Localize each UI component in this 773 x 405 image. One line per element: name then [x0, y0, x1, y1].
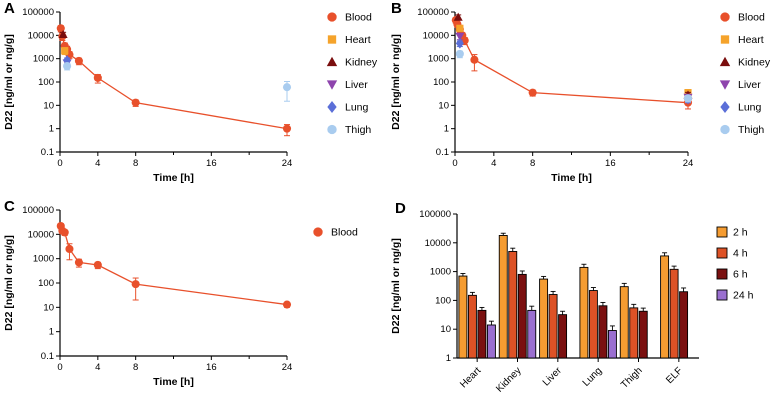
svg-text:24: 24 — [282, 158, 293, 169]
svg-text:10: 10 — [43, 100, 54, 111]
svg-text:D22 [ng/ml or ng/g]: D22 [ng/ml or ng/g] — [390, 34, 402, 130]
svg-text:Blood: Blood — [331, 227, 358, 239]
svg-text:Heart: Heart — [345, 34, 371, 46]
svg-text:D22 [ng/ml or ng/g]: D22 [ng/ml or ng/g] — [390, 238, 402, 334]
svg-text:Blood: Blood — [738, 12, 765, 24]
svg-text:1: 1 — [444, 124, 449, 135]
panel-b-label: B — [391, 0, 402, 17]
panel-c-label: C — [4, 198, 15, 215]
svg-text:1000: 1000 — [33, 254, 54, 265]
svg-text:Blood: Blood — [345, 12, 372, 24]
svg-text:6 h: 6 h — [733, 269, 748, 281]
svg-text:10: 10 — [438, 100, 449, 111]
svg-text:1000: 1000 — [33, 54, 54, 65]
svg-text:0.1: 0.1 — [436, 147, 449, 158]
svg-text:Thigh: Thigh — [738, 124, 764, 136]
svg-text:1: 1 — [446, 353, 451, 364]
svg-text:100000: 100000 — [419, 209, 451, 220]
svg-text:Lung: Lung — [581, 365, 605, 389]
panel-d-chart: 100000 10000 1000 100 10 1 D22 [ng/ml or ng/g]… — [390, 209, 754, 395]
svg-text:24: 24 — [282, 362, 293, 373]
svg-text:0: 0 — [57, 362, 62, 373]
svg-text:Lung: Lung — [738, 102, 762, 114]
panel-b-chart: 100000 10000 1000 100 10 1 0.1 D22 [ng/ml or ng… — [390, 7, 771, 184]
svg-text:10000: 10000 — [425, 238, 451, 249]
svg-text:100000: 100000 — [417, 7, 449, 18]
svg-text:1: 1 — [49, 124, 54, 135]
svg-text:Thigh: Thigh — [619, 365, 644, 390]
svg-text:Liver: Liver — [541, 365, 565, 389]
panel-c-chart: 100000 10000 1000 100 10 1 0.1 D22 [ng/ml or ng… — [3, 205, 358, 388]
svg-text:100: 100 — [435, 295, 451, 306]
panel-a-label: A — [4, 0, 15, 17]
svg-text:4: 4 — [95, 362, 100, 373]
svg-text:24 h: 24 h — [733, 290, 754, 302]
panel-c: C 100000 10000 1000 100 10 1 0.1 D22 [ng/ml or … — [0, 198, 386, 405]
svg-text:Lung: Lung — [345, 102, 369, 114]
svg-text:1: 1 — [49, 327, 54, 338]
svg-text:0.1: 0.1 — [41, 351, 54, 362]
svg-text:10: 10 — [43, 302, 54, 313]
svg-text:0: 0 — [57, 158, 62, 169]
svg-text:1000: 1000 — [428, 54, 449, 65]
svg-text:100: 100 — [38, 278, 54, 289]
svg-text:Heart: Heart — [458, 365, 483, 390]
svg-text:2 h: 2 h — [733, 227, 748, 239]
svg-text:0.1: 0.1 — [41, 147, 54, 158]
svg-text:16: 16 — [605, 158, 616, 169]
svg-text:4 h: 4 h — [733, 248, 748, 260]
svg-text:Heart: Heart — [738, 34, 764, 46]
svg-text:4: 4 — [95, 158, 100, 169]
svg-text:Time [h]: Time [h] — [551, 172, 592, 184]
svg-text:Liver: Liver — [345, 79, 368, 91]
svg-text:100: 100 — [38, 77, 54, 88]
svg-text:24: 24 — [683, 158, 694, 169]
svg-text:Kidney: Kidney — [494, 365, 523, 394]
svg-text:10000: 10000 — [423, 30, 449, 41]
svg-text:100000: 100000 — [22, 7, 54, 18]
svg-text:Time [h]: Time [h] — [153, 172, 194, 184]
svg-text:0: 0 — [452, 158, 457, 169]
svg-text:16: 16 — [206, 158, 217, 169]
svg-text:ELF: ELF — [664, 365, 685, 386]
svg-text:8: 8 — [133, 158, 138, 169]
svg-text:100000: 100000 — [22, 205, 54, 216]
panel-a: A 100000 10000 1000 100 10 1 0.1 D22 [ng/ml or … — [0, 0, 386, 198]
svg-text:10000: 10000 — [28, 30, 54, 41]
svg-text:8: 8 — [133, 362, 138, 373]
svg-text:10000: 10000 — [28, 229, 54, 240]
svg-text:100: 100 — [433, 77, 449, 88]
svg-text:Kidney: Kidney — [345, 57, 378, 69]
svg-text:Liver: Liver — [738, 79, 761, 91]
panel-d: D 100000 10000 1000 100 10 1 D22 [ng/ml or ng/… — [387, 198, 773, 405]
svg-text:16: 16 — [206, 362, 217, 373]
svg-text:1000: 1000 — [430, 267, 451, 278]
svg-text:8: 8 — [530, 158, 535, 169]
panel-d-label: D — [395, 200, 406, 217]
svg-text:D22 [ng/ml or ng/g]: D22 [ng/ml or ng/g] — [3, 235, 15, 331]
svg-text:D22 [ng/ml or ng/g]: D22 [ng/ml or ng/g] — [3, 34, 15, 130]
svg-text:Kidney: Kidney — [738, 57, 771, 69]
panel-a-chart: 100000 10000 1000 100 10 1 0.1 D22 [ng/ml or ng… — [3, 7, 378, 184]
panel-b: B 100000 10000 1000 100 10 1 0.1 D22 [ng/ml or … — [387, 0, 773, 198]
svg-text:Thigh: Thigh — [345, 124, 371, 136]
svg-text:10: 10 — [440, 324, 451, 335]
svg-text:4: 4 — [491, 158, 496, 169]
svg-text:Time [h]: Time [h] — [153, 376, 194, 388]
